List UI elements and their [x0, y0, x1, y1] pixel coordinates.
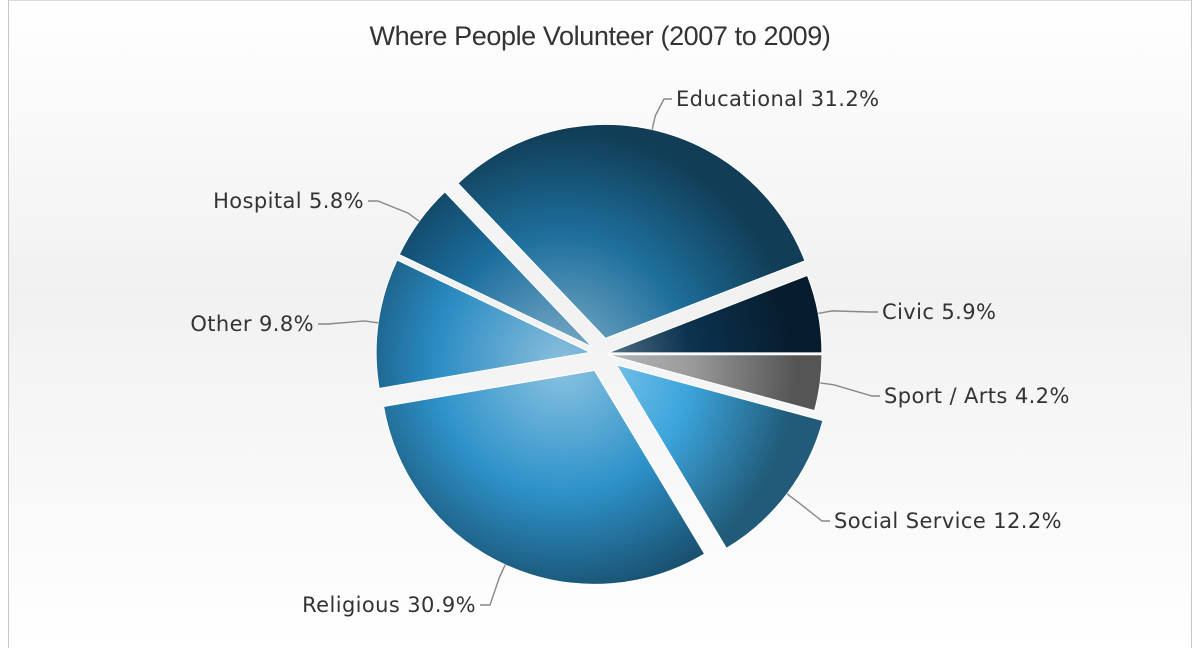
leader-line	[368, 200, 420, 222]
slice-label: Hospital 5.8%	[213, 189, 364, 213]
pie-slice-religious[interactable]	[382, 369, 706, 585]
slice-label: Educational 31.2%	[676, 87, 879, 111]
slice-label: Civic 5.9%	[882, 300, 996, 324]
slice-label: Religious 30.9%	[302, 593, 476, 617]
chart-title: Where People Volunteer (2007 to 2009)	[369, 21, 830, 51]
leader-line	[818, 310, 878, 315]
pie-slice-hospital[interactable]	[398, 191, 593, 348]
pie-slice-other[interactable]	[375, 259, 592, 390]
leader-line	[651, 98, 672, 130]
slice-label: Other 9.8%	[190, 312, 314, 336]
pie-slice-civic[interactable]	[607, 274, 823, 354]
pie-slice-educational[interactable]	[457, 123, 806, 339]
leader-line	[819, 382, 880, 397]
leader-line	[480, 564, 506, 606]
pie-slice-social-service[interactable]	[615, 364, 824, 550]
slice-label: Sport / Arts 4.2%	[884, 384, 1070, 408]
pie-slice-sport-arts[interactable]	[607, 354, 823, 412]
leader-line	[786, 493, 830, 522]
slice-labels: Civic 5.9% Educational 31.2% Hospital 5.8%…	[190, 87, 1069, 617]
pie-slices	[375, 123, 824, 585]
slice-label: Social Service 12.2%	[834, 509, 1062, 533]
leader-line	[318, 320, 379, 325]
